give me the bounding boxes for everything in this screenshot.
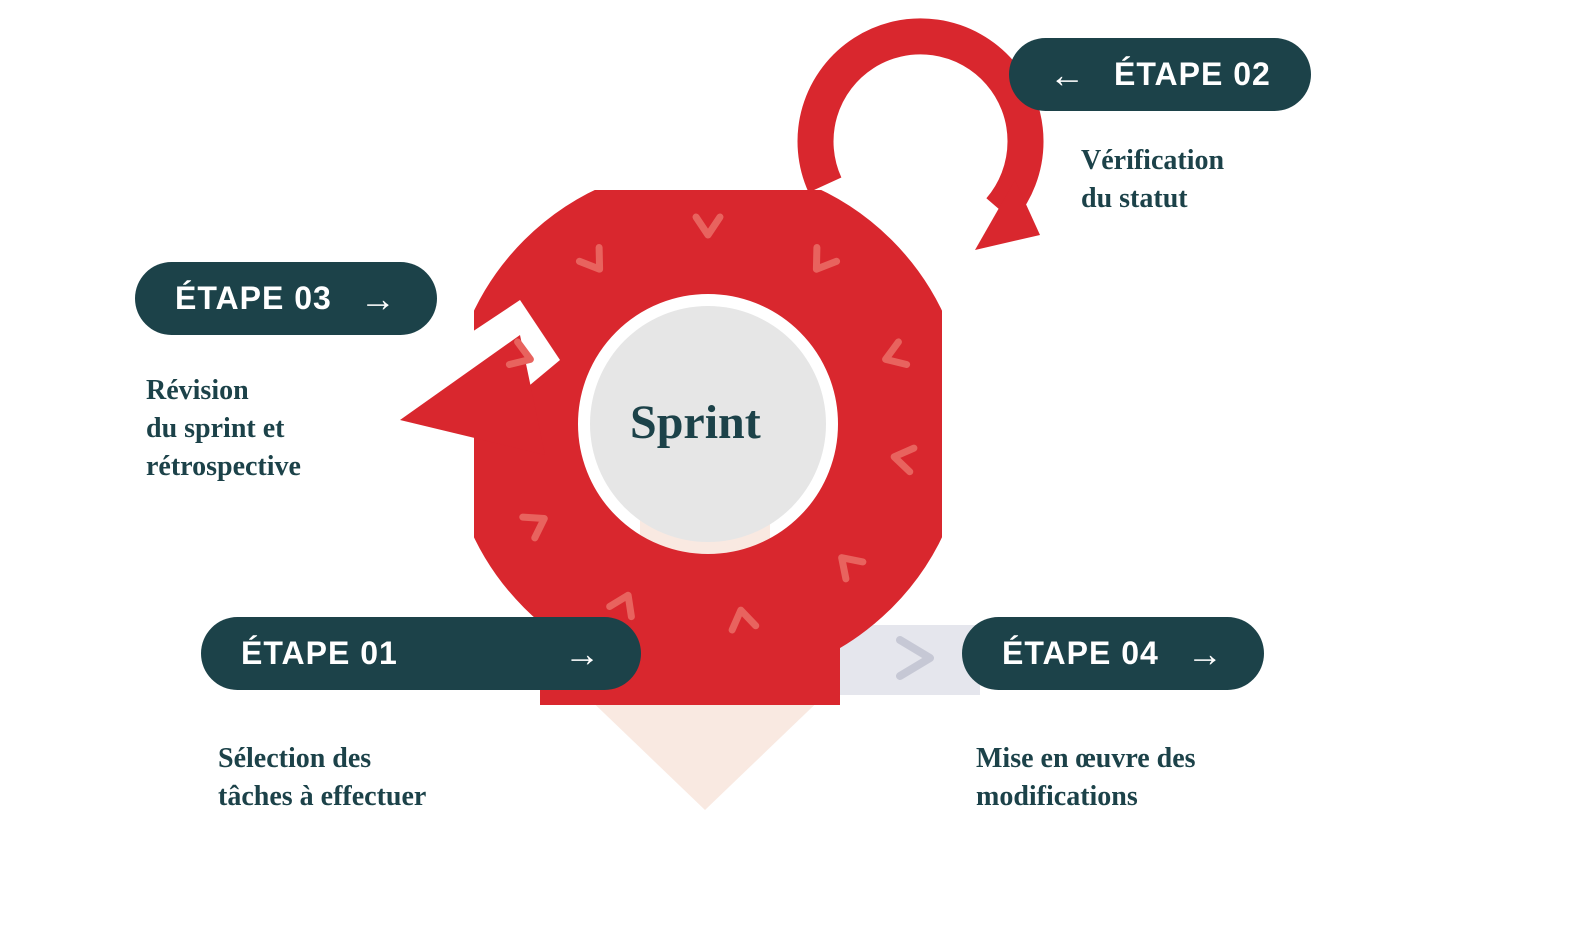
desc-step04: Mise en œuvre desmodifications [976,740,1196,816]
arrow-right-icon: → [360,281,397,317]
badge-step01: ÉTAPE 01 → [201,617,641,690]
desc-step01-text: Sélection destâches à effectuer [218,743,426,812]
badge-step03: ÉTAPE 03 → [135,262,437,335]
badge-step04-label: ÉTAPE 04 [1002,635,1159,672]
desc-step03: Révisiondu sprint etrétrospective [146,372,301,485]
desc-step01: Sélection destâches à effectuer [218,740,426,816]
badge-step01-label: ÉTAPE 01 [241,635,398,672]
desc-step02: Vérificationdu statut [1081,142,1224,218]
desc-step03-text: Révisiondu sprint etrétrospective [146,375,301,482]
arrow-left-icon: ← [1049,57,1086,93]
badge-step02: ← ÉTAPE 02 [1009,38,1311,111]
desc-step04-text: Mise en œuvre desmodifications [976,743,1196,812]
badge-step03-label: ÉTAPE 03 [175,280,332,317]
arrow-right-icon: → [564,636,601,672]
sprint-diagram: Sprint ÉTAPE 01 → Sélection destâches à … [0,0,1571,942]
center-label: Sprint [630,395,761,450]
badge-step02-label: ÉTAPE 02 [1114,56,1271,93]
arrow-right-icon: → [1187,636,1224,672]
badge-step04: ÉTAPE 04 → [962,617,1264,690]
desc-step02-text: Vérificationdu statut [1081,145,1224,214]
